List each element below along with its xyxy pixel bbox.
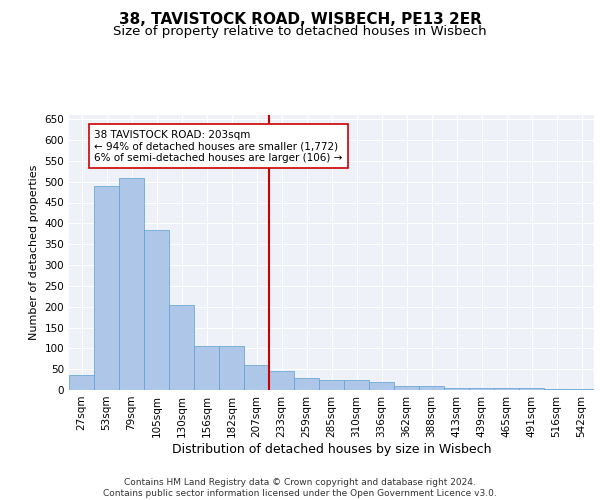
Bar	[494, 388, 519, 390]
Bar	[344, 380, 369, 390]
Bar	[519, 388, 544, 390]
Bar	[144, 230, 169, 390]
Bar	[544, 389, 569, 390]
Bar	[194, 346, 219, 390]
Y-axis label: Number of detached properties: Number of detached properties	[29, 165, 39, 340]
Bar	[294, 378, 319, 390]
Bar	[269, 371, 294, 390]
Bar	[444, 388, 469, 390]
Bar	[369, 382, 394, 390]
Text: 38 TAVISTOCK ROAD: 203sqm
← 94% of detached houses are smaller (1,772)
6% of sem: 38 TAVISTOCK ROAD: 203sqm ← 94% of detac…	[94, 130, 343, 163]
Bar	[219, 346, 244, 390]
Bar	[569, 389, 594, 390]
Bar	[419, 386, 444, 390]
Text: 38, TAVISTOCK ROAD, WISBECH, PE13 2ER: 38, TAVISTOCK ROAD, WISBECH, PE13 2ER	[119, 12, 481, 28]
Text: Size of property relative to detached houses in Wisbech: Size of property relative to detached ho…	[113, 25, 487, 38]
Bar	[169, 304, 194, 390]
Bar	[319, 380, 344, 390]
Bar	[394, 386, 419, 390]
X-axis label: Distribution of detached houses by size in Wisbech: Distribution of detached houses by size …	[172, 442, 491, 456]
Bar	[119, 178, 144, 390]
Text: Contains HM Land Registry data © Crown copyright and database right 2024.
Contai: Contains HM Land Registry data © Crown c…	[103, 478, 497, 498]
Bar	[469, 388, 494, 390]
Bar	[94, 186, 119, 390]
Bar	[244, 365, 269, 390]
Bar	[69, 376, 94, 390]
